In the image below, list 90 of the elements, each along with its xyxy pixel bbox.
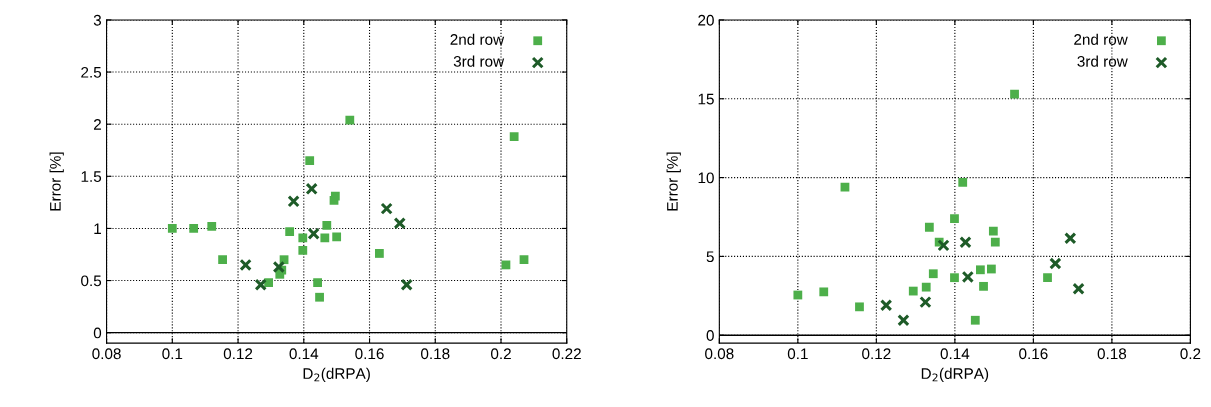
point <box>855 302 864 312</box>
x-axis-title: D$_{2}$(dRPA) <box>303 367 370 382</box>
point <box>285 227 295 236</box>
y-tick-label: 1.5 <box>81 171 102 182</box>
point <box>380 202 393 215</box>
x-tick-label: 0.2 <box>1180 348 1201 360</box>
x-tick-label: 0.2 <box>490 348 511 360</box>
point <box>400 278 413 291</box>
point <box>207 221 217 231</box>
legend-label: 3rd row <box>453 55 505 67</box>
point <box>167 224 177 233</box>
point <box>976 265 985 275</box>
x-tick-label: 0.1 <box>162 348 183 360</box>
point <box>313 278 322 288</box>
point <box>218 255 227 265</box>
x-tick-label: 0.22 <box>552 348 581 360</box>
x-tick-label: 0.14 <box>289 348 319 360</box>
x-tick-label: 0.16 <box>1019 348 1048 360</box>
point <box>305 156 315 166</box>
point <box>509 132 519 142</box>
point <box>908 286 918 296</box>
y-tick-label: 15 <box>698 93 714 105</box>
point <box>924 222 934 232</box>
point <box>264 278 274 288</box>
legend-label: 2nd row <box>1074 33 1128 45</box>
y-axis-title: Error [%] <box>666 152 681 211</box>
point <box>393 217 406 230</box>
point <box>345 115 355 125</box>
point <box>879 299 893 312</box>
point <box>959 236 972 249</box>
point <box>320 233 330 243</box>
y-tick-label: 20 <box>698 14 714 26</box>
x-tick-label: 0.08 <box>92 348 121 360</box>
x-tick-label: 0.1 <box>787 348 808 360</box>
y-tick-label: 5 <box>706 251 714 263</box>
point <box>1072 282 1085 295</box>
x-tick-label: 0.12 <box>223 348 253 360</box>
point <box>272 260 285 274</box>
y-axis-title: Error [%] <box>49 152 64 211</box>
x-tick-label: 0.08 <box>705 348 734 360</box>
point <box>819 287 829 297</box>
point <box>322 220 332 230</box>
y-tick-label: 0 <box>706 330 714 341</box>
point <box>1010 89 1019 99</box>
point <box>958 177 968 187</box>
point <box>919 295 932 309</box>
point <box>950 214 959 223</box>
point <box>315 292 324 302</box>
point <box>519 255 529 265</box>
point <box>287 195 300 208</box>
x-tick-label: 0.14 <box>940 348 970 360</box>
legend-label: 2nd row <box>450 33 505 45</box>
point <box>298 233 308 243</box>
y-tick-label: 0.5 <box>81 275 102 287</box>
point <box>254 278 267 291</box>
y-tick-label: 2.5 <box>81 66 102 78</box>
y-tick-label: 2 <box>93 119 101 130</box>
x-tick-label: 0.16 <box>355 348 384 360</box>
point <box>897 314 910 327</box>
point <box>1043 273 1052 283</box>
point <box>793 290 803 300</box>
point <box>1049 257 1062 270</box>
point <box>305 182 318 196</box>
point <box>298 245 308 255</box>
legend-label: 3rd row <box>1077 55 1128 67</box>
point <box>375 249 384 258</box>
y-tick-label: 3 <box>93 14 102 26</box>
point <box>1064 232 1077 245</box>
point <box>950 273 959 283</box>
x-axis-title: D$_{2}$(dRPA) <box>921 367 989 382</box>
point <box>928 269 938 279</box>
x-tick-label: 0.18 <box>421 348 450 360</box>
y-tick-label: 10 <box>698 172 714 184</box>
point <box>990 237 1000 247</box>
point <box>239 258 252 272</box>
point <box>986 264 996 274</box>
point <box>988 226 998 236</box>
point <box>921 282 931 292</box>
point <box>937 239 950 252</box>
y-tick-label: 1 <box>94 223 101 234</box>
point <box>307 227 320 240</box>
point <box>189 224 199 233</box>
point <box>332 232 342 242</box>
point <box>961 270 975 284</box>
point <box>330 191 340 201</box>
x-tick-label: 0.18 <box>1097 348 1127 360</box>
point <box>970 315 980 325</box>
y-tick-label: 0 <box>93 327 102 339</box>
x-tick-label: 0.12 <box>862 348 891 360</box>
point <box>979 281 988 291</box>
